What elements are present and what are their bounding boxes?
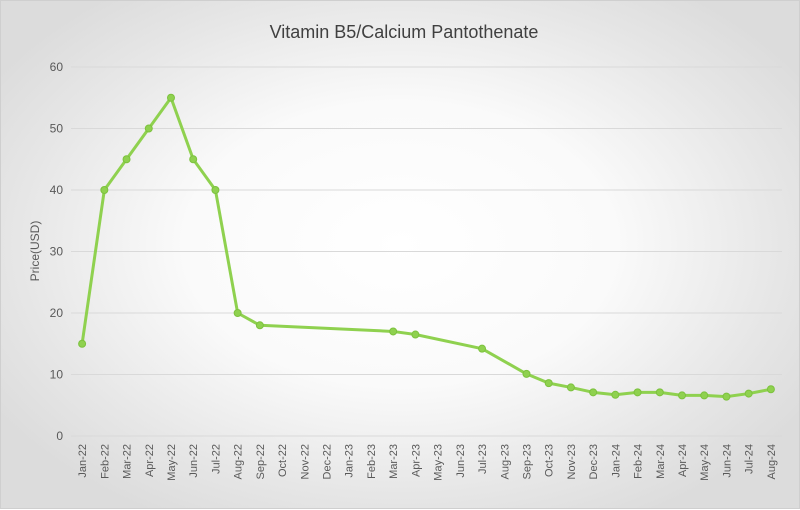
data-point — [633, 388, 642, 397]
x-tick-label: Aug-22 — [233, 444, 245, 479]
y-axis-label: Price(USD) — [28, 221, 42, 282]
x-tick-label: Oct-23 — [544, 444, 556, 477]
y-tick-labels: 0 10 20 30 40 50 60 — [50, 60, 64, 443]
x-tick-label: Jan-23 — [344, 444, 356, 478]
data-point — [766, 385, 775, 394]
y-tick-label: 20 — [50, 306, 64, 320]
y-tick-label: 50 — [50, 122, 64, 136]
x-tick-label: Apr-23 — [410, 444, 422, 477]
x-tick-label: Jul-24 — [744, 444, 756, 474]
data-point — [700, 391, 709, 400]
data-point — [78, 339, 87, 348]
x-tick-label: Jun-23 — [455, 444, 467, 478]
data-point — [255, 321, 264, 330]
y-tick-label: 10 — [50, 368, 64, 382]
x-tick-label: Jan-24 — [610, 444, 622, 478]
data-point — [122, 155, 131, 164]
x-tick-label: Mar-22 — [122, 444, 134, 479]
x-tick-label: Jan-22 — [77, 444, 89, 478]
x-tick-label: Aug-23 — [499, 444, 511, 479]
y-tick-label: 0 — [56, 429, 63, 443]
data-point — [211, 186, 220, 194]
x-tick-label: Jul-23 — [477, 444, 489, 474]
y-tick-label: 40 — [50, 183, 64, 197]
y-tick-label: 30 — [50, 245, 64, 259]
data-point — [566, 383, 575, 392]
gridlines — [71, 66, 782, 437]
x-tick-label: Feb-22 — [99, 444, 111, 479]
x-tick-label: Apr-24 — [677, 444, 689, 477]
x-tick-label: Dec-23 — [588, 444, 600, 479]
data-point — [233, 309, 242, 317]
data-point — [589, 388, 598, 397]
data-point — [100, 186, 109, 194]
x-tick-label: May-23 — [433, 444, 445, 481]
data-point — [411, 330, 420, 339]
x-tick-label: Jun-22 — [188, 444, 200, 478]
x-tick-label: May-22 — [166, 444, 178, 481]
data-point — [655, 388, 664, 397]
x-tick-label: Sep-22 — [255, 444, 267, 479]
x-tick-label: Mar-23 — [388, 444, 400, 479]
chart-title: Vitamin B5/Calcium Pantothenate — [270, 22, 539, 42]
x-tick-label: May-24 — [699, 444, 711, 481]
x-tick-label: Oct-22 — [277, 444, 289, 477]
x-tick-label: Jun-24 — [721, 444, 733, 478]
x-tick-label: Nov-23 — [566, 444, 578, 479]
data-point — [522, 369, 531, 378]
series-line — [78, 93, 775, 401]
data-point — [478, 344, 487, 353]
data-point — [678, 391, 687, 400]
series-line-path — [80, 96, 773, 399]
x-tick-label: Feb-24 — [633, 444, 645, 479]
x-tick-label: Dec-22 — [322, 444, 334, 479]
x-tick-label: Sep-23 — [521, 444, 533, 479]
x-tick-label: Apr-22 — [144, 444, 156, 477]
x-tick-label: Aug-24 — [766, 444, 778, 479]
data-point — [744, 389, 753, 398]
data-point — [722, 392, 731, 401]
x-tick-label: Mar-24 — [655, 444, 667, 479]
y-tick-label: 60 — [50, 60, 64, 74]
data-point — [189, 155, 198, 164]
x-tick-label: Jul-22 — [210, 444, 222, 474]
x-tick-label: Feb-23 — [366, 444, 378, 479]
data-point — [611, 390, 620, 399]
data-point — [166, 93, 175, 102]
data-point — [389, 327, 398, 336]
data-point — [544, 379, 553, 388]
x-tick-labels: Jan-22 Feb-22 Mar-22 Apr-22 May-22 Jun-22 Jul-… — [77, 444, 778, 481]
data-point — [144, 124, 153, 133]
x-tick-label: Nov-22 — [299, 444, 311, 479]
